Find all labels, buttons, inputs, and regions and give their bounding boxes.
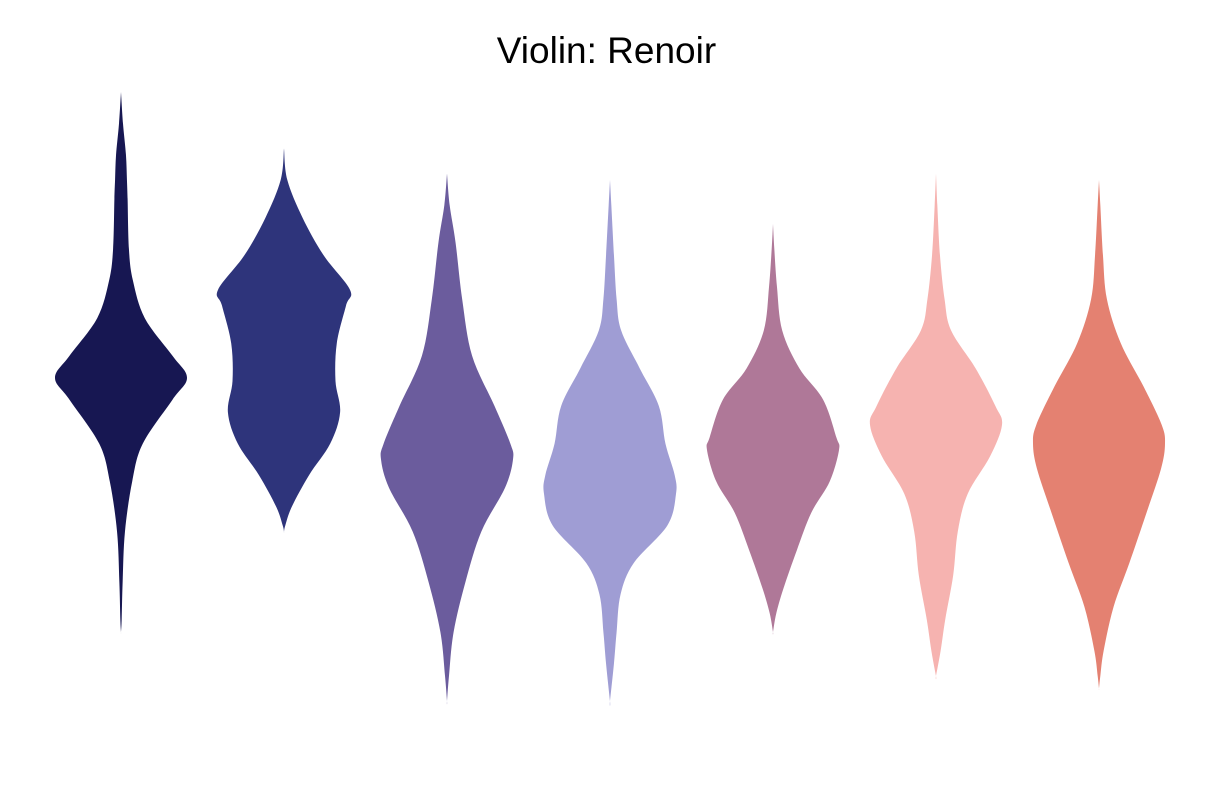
violin-group xyxy=(55,92,1165,706)
violin-3 xyxy=(381,174,514,705)
violin-5 xyxy=(707,224,840,635)
violin-4 xyxy=(543,180,676,706)
violin-1 xyxy=(55,92,187,634)
violin-6 xyxy=(870,174,1002,680)
violin-7 xyxy=(1033,180,1165,690)
violin-2 xyxy=(217,149,352,533)
